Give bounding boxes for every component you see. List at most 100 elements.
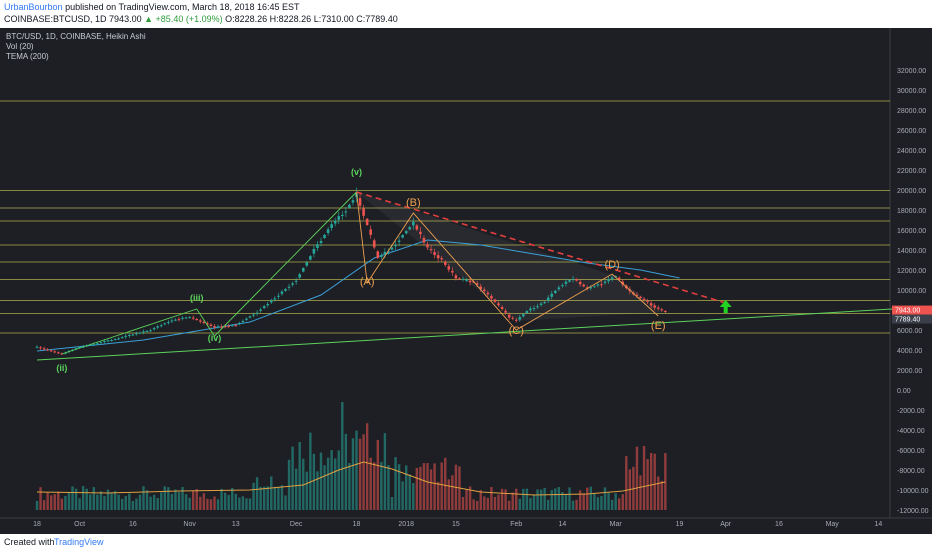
y-tick-label: -8000.00 — [897, 468, 925, 475]
volume-bar — [312, 453, 316, 510]
volume-bar — [255, 477, 259, 510]
candle-body — [238, 322, 241, 325]
volume-bar — [287, 459, 291, 510]
candle-body — [639, 296, 642, 299]
volume-bar — [280, 485, 284, 510]
volume-bar — [298, 441, 301, 510]
candle-body — [96, 343, 99, 345]
volume-bar — [483, 496, 486, 510]
candle-body — [46, 349, 49, 351]
candle-body — [376, 251, 380, 258]
candle-body — [600, 284, 603, 286]
volume-bar — [394, 457, 397, 510]
volume-bar — [525, 488, 529, 510]
y-tick-label: 2000.00 — [897, 368, 922, 375]
volume-bar — [539, 489, 543, 510]
candle-body — [589, 287, 593, 289]
x-tick-label: Mar — [610, 521, 623, 528]
candle-body — [369, 229, 372, 235]
chart-legend: BTC/USD, 1D, COINBASE, Heikin Ashi Vol (… — [6, 32, 146, 62]
tradingview-logo[interactable]: TradingView — [54, 537, 104, 547]
candle-body — [255, 312, 259, 314]
volume-bar — [184, 494, 188, 510]
candle-body — [642, 298, 646, 300]
candle-body — [234, 325, 238, 327]
resistance-trendline — [356, 191, 726, 304]
ohlc-line: COINBASE:BTCUSD, 1D 7943.00 ▲ +85.40 (+1… — [4, 14, 398, 24]
candle-body — [404, 231, 408, 234]
candle-body — [120, 337, 124, 339]
candle-body — [518, 317, 522, 320]
x-tick-label: 18 — [33, 521, 41, 528]
volume-bar — [554, 488, 557, 510]
candle-body — [536, 306, 539, 308]
volume-bar — [234, 493, 237, 510]
volume-bar — [529, 498, 532, 510]
up-arrow-icon — [719, 300, 732, 313]
candle-body — [617, 277, 621, 280]
y-tick-label: -12000.00 — [897, 508, 929, 515]
volume-bar — [238, 497, 241, 510]
candle-body — [348, 204, 351, 208]
volume-bar — [568, 487, 571, 510]
volume-bar — [99, 491, 103, 510]
candle-body — [53, 351, 57, 353]
volume-bar — [39, 487, 42, 510]
candle-body — [163, 323, 167, 325]
candle-body — [401, 235, 404, 238]
candle-body — [106, 340, 110, 342]
price-chart[interactable]: 32000.00 30000.00 28000.00 26000.00 24000.00… — [0, 28, 932, 534]
candle-body — [422, 238, 426, 243]
candle-body — [241, 320, 245, 322]
x-tick-label: Feb — [510, 521, 522, 528]
volume-bar — [479, 490, 482, 510]
volume-bar — [334, 458, 337, 510]
volume-bar — [422, 463, 426, 510]
candle-body — [145, 330, 149, 332]
chart-area[interactable]: 32000.00 30000.00 28000.00 26000.00 24000.00… — [0, 28, 932, 534]
price-tag-label: 7789.40 — [895, 317, 920, 324]
author-link[interactable]: UrbanBourbon — [4, 2, 63, 12]
volume-bar — [415, 467, 419, 510]
candle-body — [35, 346, 39, 348]
candle-body — [337, 216, 341, 220]
volume-bar — [405, 465, 408, 510]
volume-bar — [160, 492, 163, 510]
y-tick-label: 12000.00 — [897, 268, 926, 275]
candle-body — [227, 325, 230, 327]
volume-bar — [472, 499, 475, 510]
volume-bar — [390, 497, 394, 510]
candle-body — [582, 284, 585, 287]
y-tick-label: 26000.00 — [897, 128, 926, 135]
candle-body — [571, 278, 575, 280]
candle-body — [39, 347, 42, 349]
candle-body — [344, 211, 348, 213]
x-tick-label: 16 — [129, 521, 137, 528]
volume-bar — [646, 459, 649, 510]
candle-body — [578, 281, 582, 285]
candle-body — [447, 266, 451, 270]
candle-body — [397, 240, 401, 242]
candle-body — [585, 287, 589, 289]
volume-bar — [614, 493, 617, 510]
x-tick-label: 15 — [452, 521, 460, 528]
volume-bar — [316, 471, 319, 510]
volume-bar — [89, 494, 92, 510]
candle-body — [259, 309, 262, 311]
volume-bar — [81, 486, 85, 510]
candle-body — [138, 332, 142, 334]
volume-bar — [486, 497, 490, 510]
volume-bar — [550, 490, 553, 510]
volume-bar — [273, 486, 277, 510]
volume-bar — [507, 500, 511, 510]
candle-body — [575, 279, 578, 281]
candle-body — [333, 220, 337, 224]
volume-bar — [110, 492, 113, 510]
candle-body — [216, 326, 220, 328]
candle-body — [184, 317, 188, 319]
candle-body — [433, 252, 436, 255]
candle-body — [568, 280, 571, 282]
candle-body — [507, 314, 511, 318]
volume-bar — [653, 453, 656, 510]
correction-label: (B) — [406, 197, 421, 209]
